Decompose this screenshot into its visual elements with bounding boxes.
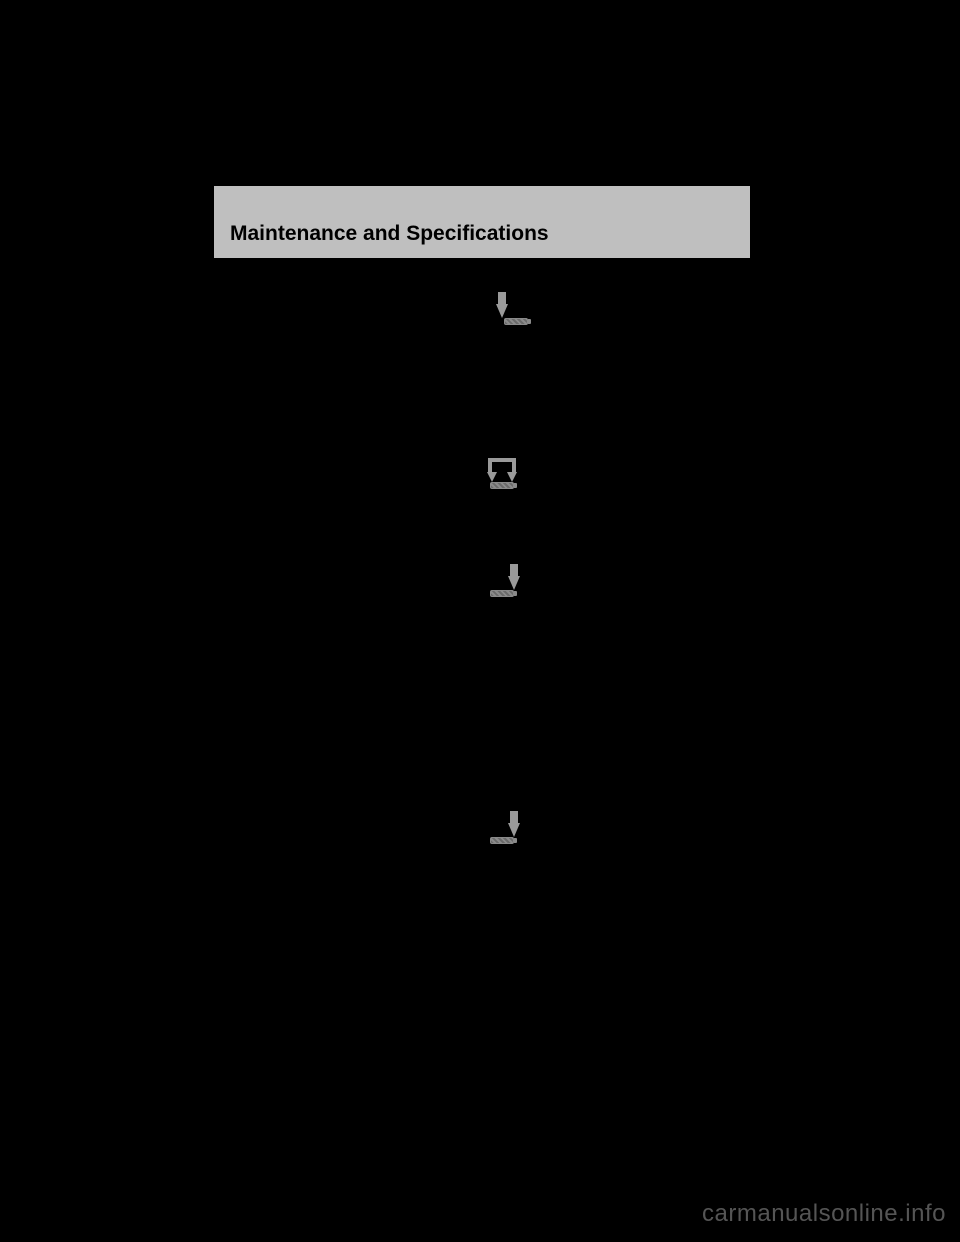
belt-tooth-icon <box>514 483 517 488</box>
arrow-down-icon <box>508 576 520 590</box>
arrow-to-belt-icon <box>482 564 522 597</box>
arrow-to-belt-icon <box>482 292 522 325</box>
arrow-pair-icon <box>487 458 517 480</box>
belt-icon <box>504 318 528 325</box>
double-arrow-to-belt-icon <box>482 458 522 489</box>
belt-icon <box>490 837 514 844</box>
belt-icon <box>490 590 514 597</box>
belt-pattern-icon <box>491 838 513 843</box>
pair-heads-icon <box>487 472 517 480</box>
belt-tooth-icon <box>528 319 531 324</box>
pair-connector-icon <box>488 458 516 462</box>
pair-upstems-icon <box>488 462 516 472</box>
arrow-stem-icon <box>488 462 492 472</box>
watermark-text: carmanualsonline.info <box>702 1200 946 1228</box>
belt-pattern-icon <box>491 591 513 596</box>
page-header: Maintenance and Specifications <box>214 186 750 258</box>
page-container: Maintenance and Specifications <box>214 186 750 1056</box>
arrow-stem-icon <box>512 462 516 472</box>
belt-pattern-icon <box>491 483 513 488</box>
arrow-to-belt-icon <box>482 811 522 844</box>
arrow-down-icon <box>487 472 497 482</box>
belt-tooth-icon <box>514 838 517 843</box>
belt-tooth-icon <box>514 591 517 596</box>
page-title: Maintenance and Specifications <box>230 222 549 246</box>
arrow-down-icon <box>496 304 508 318</box>
belt-icon <box>490 482 514 489</box>
arrow-down-icon <box>507 472 517 482</box>
belt-pattern-icon <box>505 319 527 324</box>
arrow-down-icon <box>508 823 520 837</box>
